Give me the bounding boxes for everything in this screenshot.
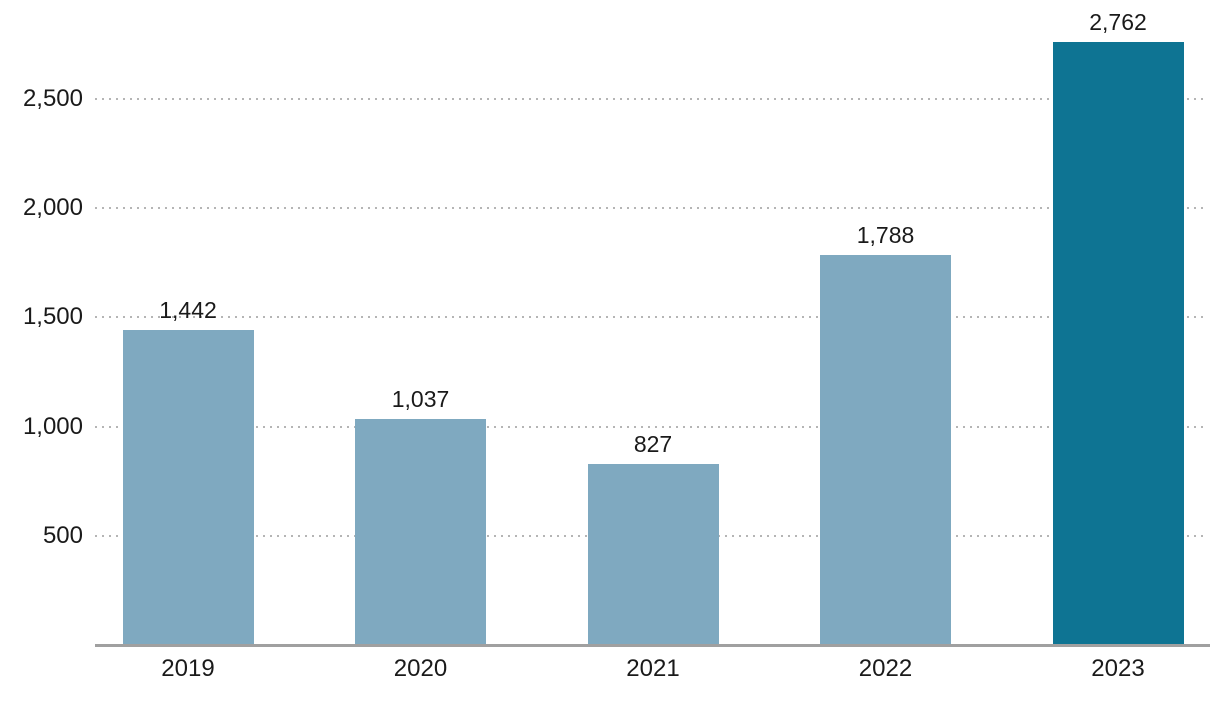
x-tick-label-2020: 2020 (393, 655, 448, 682)
gridline-1500 (95, 316, 1204, 319)
y-tick-label: 1,500 (22, 303, 83, 331)
x-tick-label-2023: 2023 (1091, 655, 1145, 682)
x-tick-label-2022: 2022 (858, 655, 913, 682)
bar-2020 (355, 418, 486, 645)
y-tick-label: 2,500 (22, 85, 83, 112)
y-tick-label: 2,000 (22, 194, 83, 222)
bar-value-label-2020: 1,037 (391, 385, 450, 412)
gridline-2500 (95, 98, 1204, 100)
y-tick-label: 1,000 (22, 412, 83, 440)
x-tick-label-2019: 2019 (161, 655, 215, 682)
bar-2022 (820, 254, 951, 645)
bar-2021 (587, 464, 719, 645)
x-tick-label-2021: 2021 (626, 655, 680, 682)
bar-value-label-2021: 827 (633, 431, 673, 458)
bar-2019 (122, 330, 254, 645)
y-tick-label: 500 (42, 521, 83, 549)
bar-value-label-2022: 1,788 (856, 221, 915, 248)
gridline-1000 (95, 425, 1204, 428)
x-axis-line (95, 644, 1210, 647)
bar-value-label-2019: 1,442 (159, 297, 217, 324)
bar-value-label-2023: 2,762 (1089, 8, 1147, 35)
bar-2023 (1052, 41, 1184, 645)
gridline-2000 (95, 207, 1204, 210)
